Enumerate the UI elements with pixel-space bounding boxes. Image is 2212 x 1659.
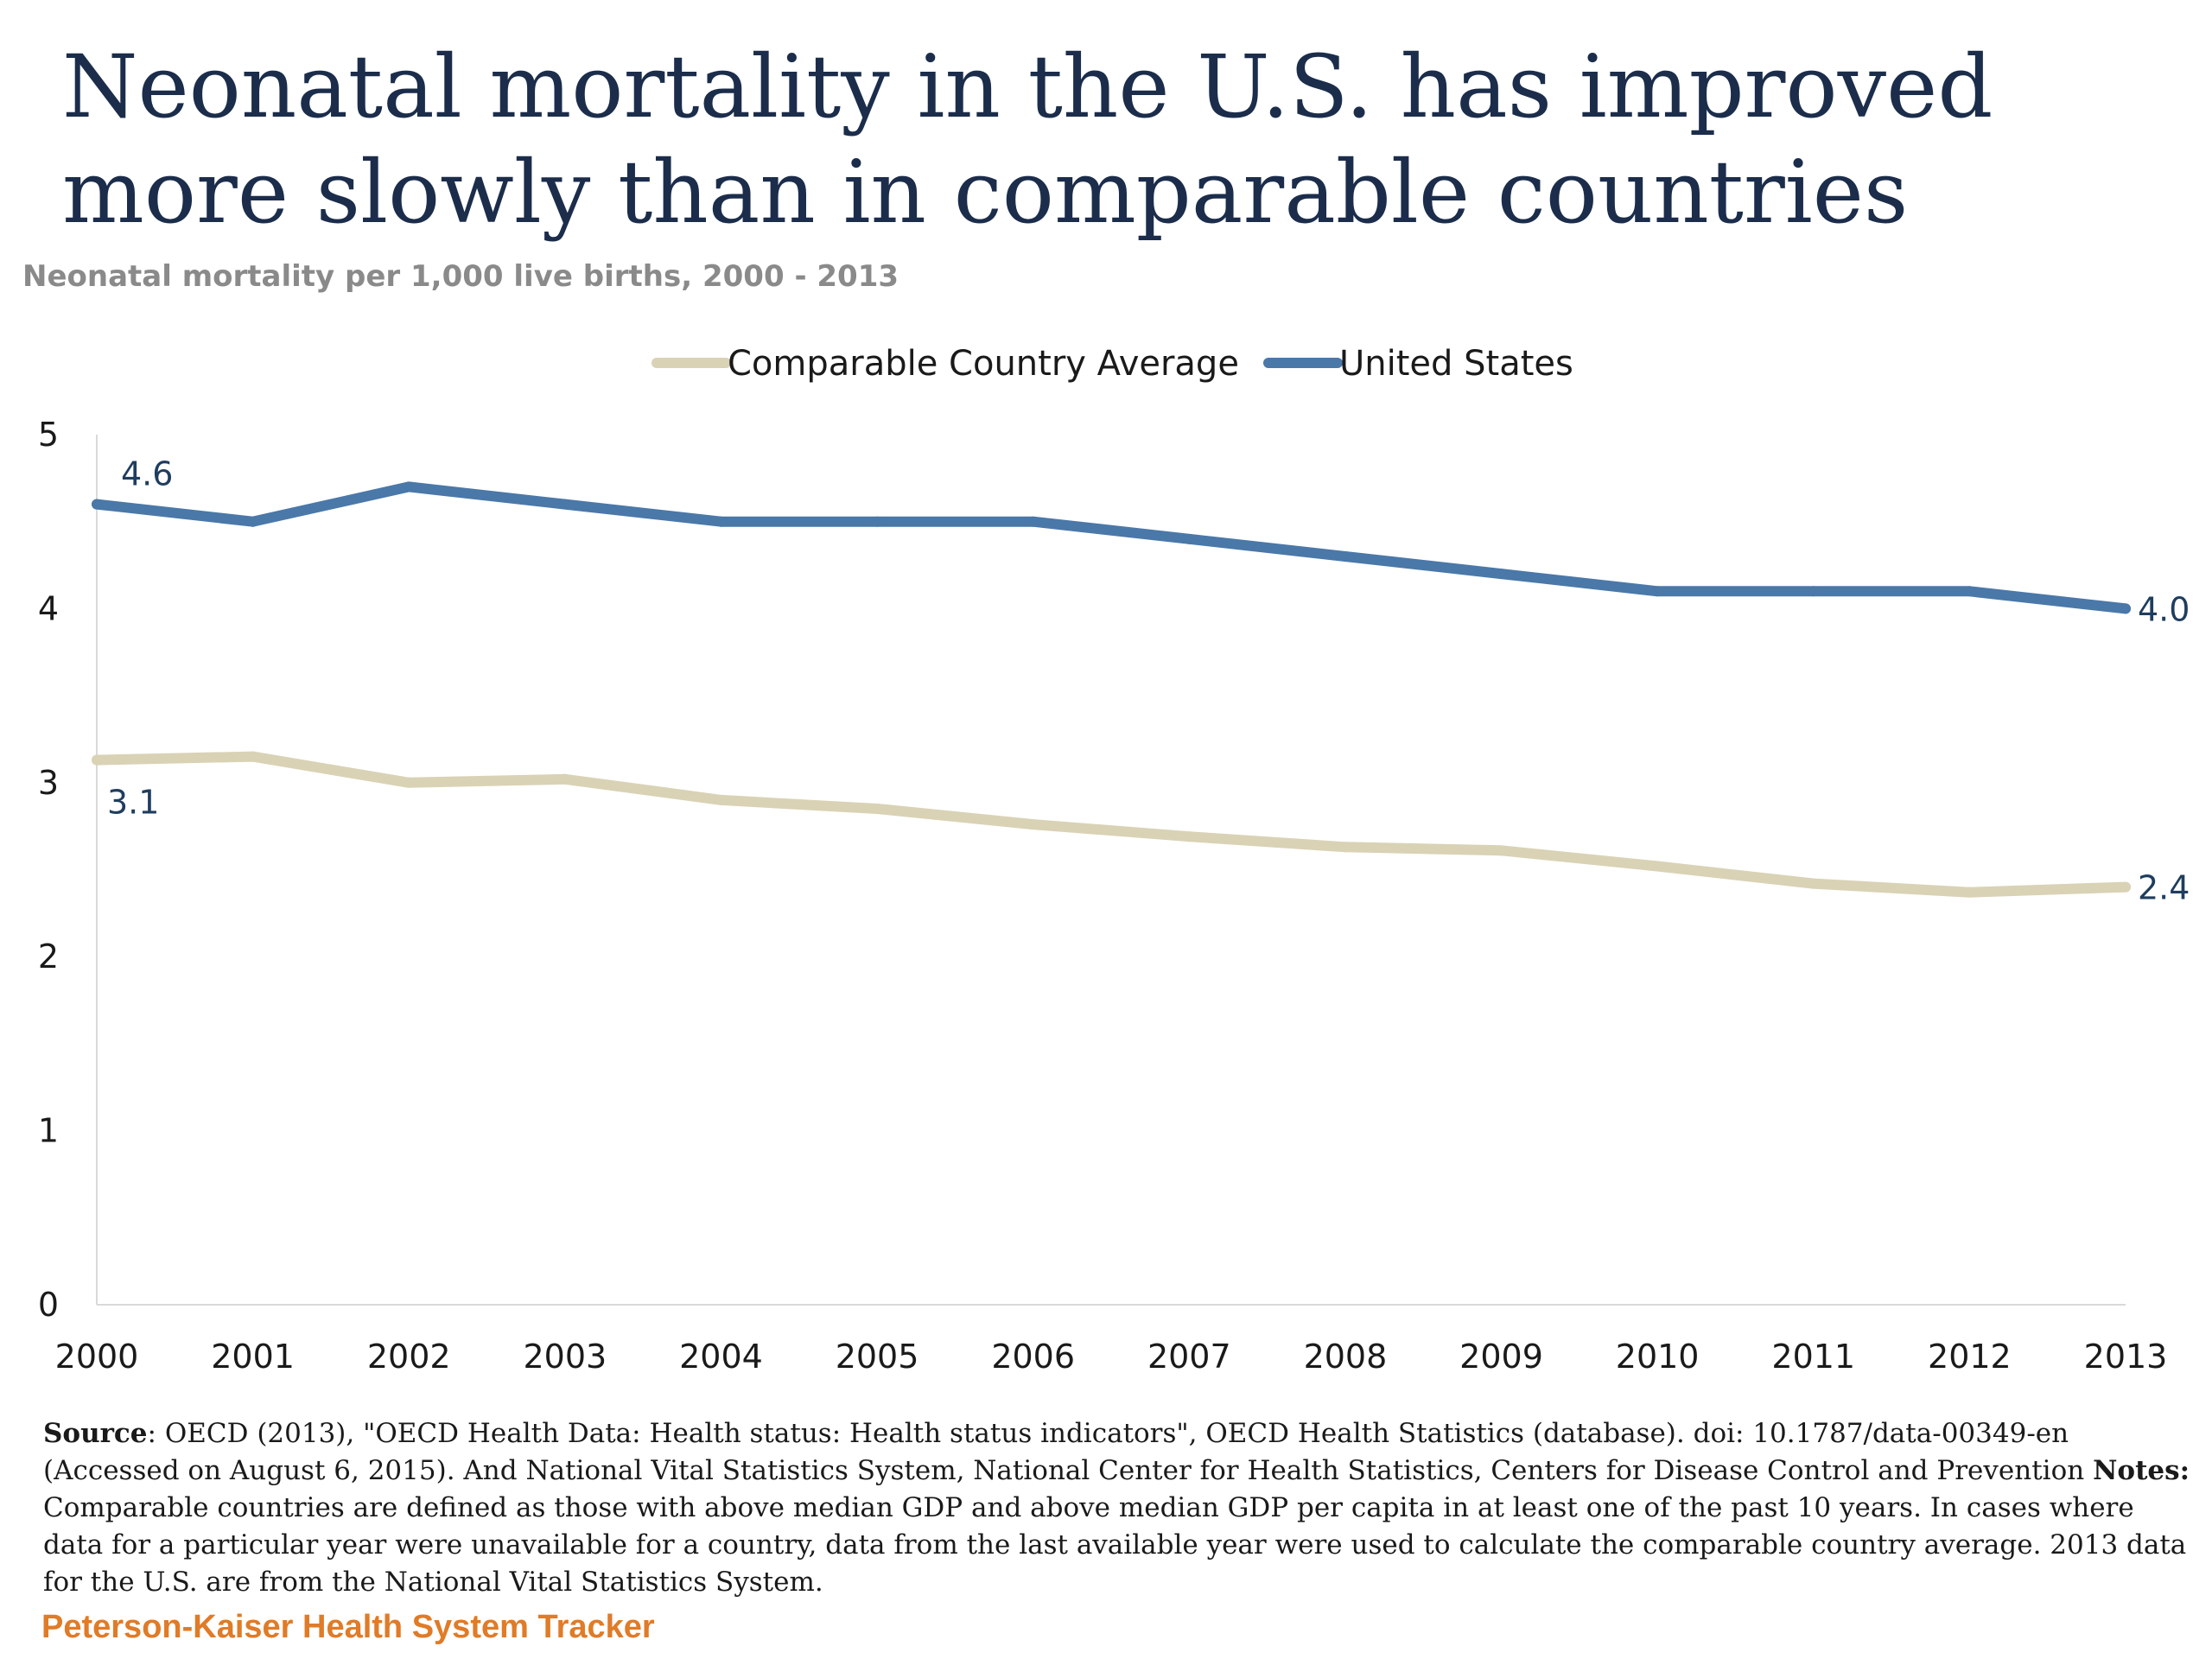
data-point (1496, 569, 1507, 580)
y-tick-label: 4 (38, 589, 59, 627)
data-point (1964, 586, 1975, 597)
data-point (404, 777, 415, 788)
chart-data-labels: 3.1 2.4 4.6 4.0 (107, 455, 2190, 907)
x-tick-label: 2000 (55, 1338, 139, 1376)
data-point (1184, 831, 1195, 842)
data-point (2120, 603, 2131, 614)
data-point (404, 481, 415, 493)
x-tick-label: 2004 (679, 1338, 763, 1376)
notes-text: Comparable countries are defined as thos… (43, 1492, 2187, 1598)
y-tick-label: 3 (38, 764, 59, 802)
x-tick-label: 2010 (1616, 1338, 1700, 1376)
data-point (1496, 845, 1507, 856)
brand-name: Peterson-Kaiser Health System Tracker (41, 1609, 655, 1645)
data-point (559, 499, 570, 510)
x-tick-label: 2012 (1928, 1338, 2012, 1376)
data-point (1652, 861, 1663, 872)
data-point (1027, 516, 1039, 527)
data-point (1808, 586, 1819, 597)
data-point (872, 516, 883, 527)
series-line (92, 751, 2131, 898)
data-label: 4.0 (2138, 590, 2190, 628)
data-label: 2.4 (2138, 869, 2190, 907)
y-tick-label: 0 (38, 1286, 59, 1324)
data-label: 3.1 (107, 784, 159, 822)
data-point (1339, 550, 1351, 562)
y-tick-label: 2 (38, 938, 59, 976)
chart-axes: 0 1 2 3 4 5 2000 2001 2002 2003 2004 2005 2006 2007 20… (38, 416, 2167, 1376)
x-tick-label: 2002 (367, 1338, 451, 1376)
source-label: Source (43, 1418, 148, 1449)
y-tick-label: 1 (38, 1112, 59, 1150)
source-text: : OECD (2013), "OECD Health Data: Health… (43, 1418, 2094, 1486)
x-tick-label: 2007 (1147, 1338, 1231, 1376)
x-tick-label: 2009 (1459, 1338, 1543, 1376)
chart-series (92, 481, 2131, 898)
data-point (559, 773, 570, 785)
data-point (247, 516, 258, 527)
y-tick-label: 5 (38, 416, 59, 454)
series-line (92, 481, 2131, 614)
x-tick-label: 2008 (1304, 1338, 1388, 1376)
data-point (1964, 887, 1975, 898)
x-tick-label: 2003 (523, 1338, 607, 1376)
data-point (92, 754, 102, 766)
data-point (715, 794, 727, 805)
chart-legend: Comparable Country Average United States (652, 344, 1573, 384)
chart-subtitle: Neonatal mortality per 1,000 live births… (22, 259, 899, 294)
data-point (1808, 878, 1819, 889)
x-tick-label: 2006 (991, 1338, 1075, 1376)
x-tick-label: 2005 (836, 1338, 919, 1376)
data-point (1339, 842, 1351, 853)
data-point (1184, 533, 1195, 544)
data-point (92, 499, 102, 510)
line-chart: Comparable Country Average United States … (38, 344, 2190, 1376)
x-tick-label: 2013 (2084, 1338, 2168, 1376)
data-point (1027, 819, 1039, 830)
legend-label: United States (1339, 344, 1573, 384)
x-tick-label: 2011 (1771, 1338, 1855, 1376)
legend-label: Comparable Country Average (728, 344, 1239, 384)
data-point (1652, 586, 1663, 597)
data-label: 4.6 (121, 455, 173, 493)
data-point (247, 751, 258, 762)
chart-title: Neonatal mortality in the U.S. has impro… (62, 36, 1993, 243)
data-point (715, 516, 727, 527)
x-tick-label: 2001 (211, 1338, 295, 1376)
data-point (872, 804, 883, 815)
source-notes: Source: OECD (2013), "OECD Health Data: … (43, 1415, 2195, 1601)
data-point (2120, 881, 2131, 893)
notes-label: Notes: (2093, 1455, 2190, 1486)
